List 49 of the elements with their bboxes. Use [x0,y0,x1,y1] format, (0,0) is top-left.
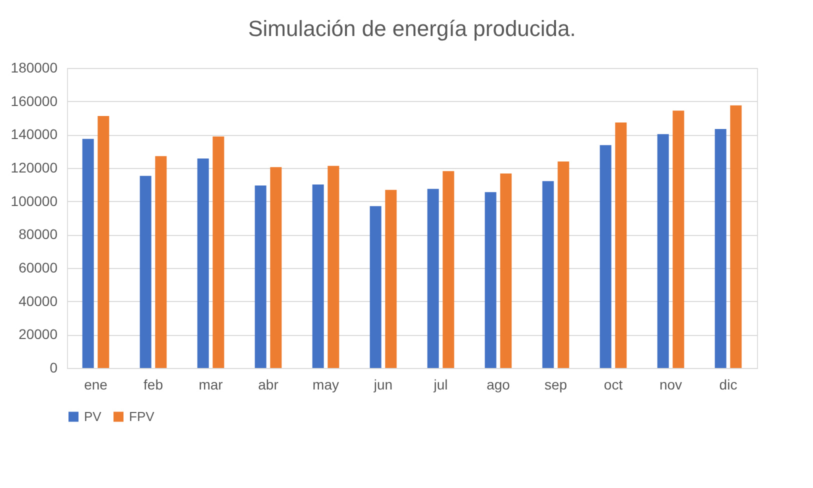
bar [714,129,726,368]
bar [730,105,742,368]
bar [615,122,627,368]
x-tick-label: oct [604,376,623,392]
bar [500,174,512,368]
bar [254,186,266,368]
x-tick-label: abr [258,376,279,392]
legend-label: PV [84,408,102,424]
chart-title: Simulación de energía producida. [248,16,576,41]
bar [558,162,570,368]
x-tick-label: ene [84,376,108,392]
y-tick-label: 140000 [10,126,58,142]
x-tick-label: nov [659,376,682,392]
bar [312,184,324,368]
bar [370,206,382,368]
bar [385,190,397,368]
y-tick-label: 40000 [18,292,58,309]
bar [328,166,340,368]
bar [442,171,454,368]
bar [657,134,669,368]
bar [212,136,224,368]
bar [484,192,496,368]
y-tick-label: 60000 [18,260,58,276]
bar [98,116,110,368]
bar [82,138,94,368]
x-tick-label: feb [144,376,164,392]
bar [542,181,554,368]
x-tick-label: jun [372,376,393,392]
x-tick-label: dic [719,376,738,392]
x-tick-label: jul [432,376,448,392]
x-tick-label: mar [198,376,224,392]
y-tick-label: 120000 [10,160,58,176]
bar [197,158,209,368]
bar [427,188,439,368]
y-tick-label: 20000 [18,326,58,342]
x-tick-label: may [312,376,339,392]
x-tick-label: ago [486,376,510,392]
y-tick-label: 160000 [10,92,58,109]
bar [155,156,167,368]
y-tick-label: 180000 [10,60,58,76]
bar [270,167,282,368]
legend-label: FPV [129,408,155,424]
bar [672,110,684,368]
x-tick-label: sep [544,376,568,392]
bar [600,145,612,368]
y-tick-label: 80000 [18,226,58,242]
y-tick-label: 100000 [10,192,58,209]
y-tick-label: 0 [50,360,58,376]
bar [140,176,152,368]
